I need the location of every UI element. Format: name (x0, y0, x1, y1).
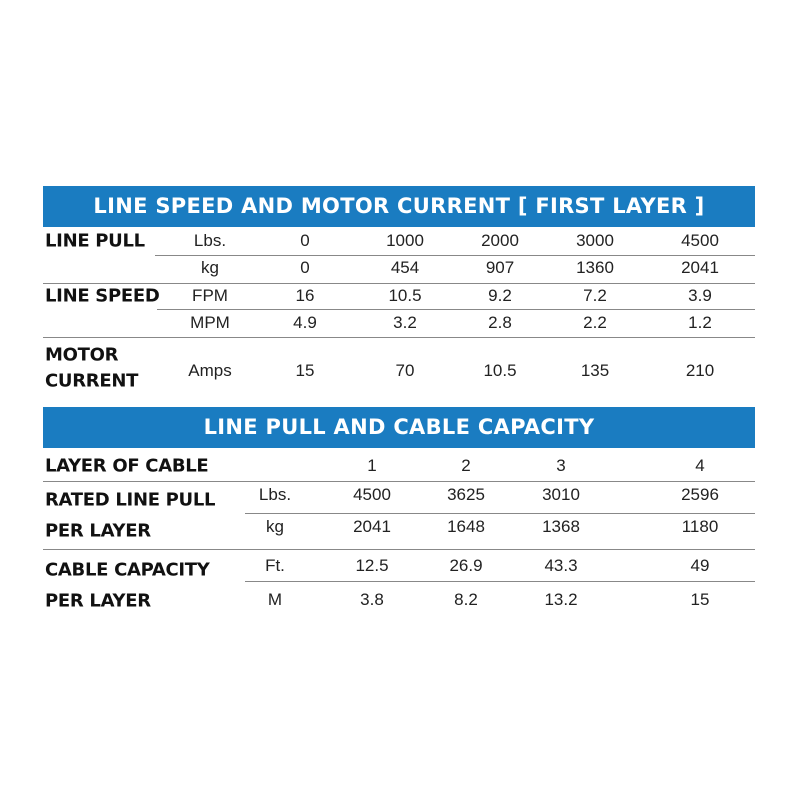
layer-number: 2 (461, 456, 471, 475)
value-cell: 1.2 (688, 313, 712, 332)
unit-cell: MPM (190, 313, 230, 332)
value-cell: 43.3 (544, 556, 578, 575)
value-cell: 1368 (542, 517, 580, 536)
row-label: LINE SPEED (45, 285, 160, 307)
value-cell: 26.9 (449, 556, 483, 575)
value-cell: 16 (295, 286, 315, 305)
unit-cell: Ft. (265, 556, 285, 575)
layer-number: 1 (367, 456, 377, 475)
unit-cell: kg (266, 517, 284, 536)
value-cell: 3.9 (688, 286, 712, 305)
value-cell: 3.8 (360, 590, 384, 609)
value-cell: 3000 (576, 231, 614, 250)
unit-cell: Lbs. (258, 485, 292, 504)
unit-cell: kg (201, 258, 219, 277)
value-cell: 4.9 (293, 313, 317, 332)
value-cell: 2041 (681, 258, 719, 277)
value-cell: 907 (485, 258, 515, 277)
table2-title: LINE PULL AND CABLE CAPACITY (43, 407, 755, 448)
row-label: RATED LINE PULL (45, 489, 216, 511)
value-cell: 2.2 (583, 313, 607, 332)
unit-cell: FPM (192, 286, 228, 305)
row-label: PER LAYER (45, 590, 151, 612)
value-cell: 7.2 (583, 286, 607, 305)
value-cell: 8.2 (454, 590, 478, 609)
value-cell: 4500 (681, 231, 719, 250)
value-cell: 15 (295, 361, 315, 380)
row-label: MOTOR (45, 344, 119, 366)
value-cell: 2596 (681, 485, 719, 504)
value-cell: 13.2 (544, 590, 578, 609)
unit-cell: Amps (188, 361, 232, 380)
value-cell: 3.2 (393, 313, 417, 332)
row-label: CABLE CAPACITY (45, 559, 210, 581)
row-divider (245, 581, 755, 582)
row-divider (155, 255, 755, 256)
table1-title: LINE SPEED AND MOTOR CURRENT [ FIRST LAY… (43, 186, 755, 227)
row-divider (157, 309, 755, 310)
row-divider (245, 513, 755, 514)
value-cell: 454 (390, 258, 420, 277)
unit-cell: Lbs. (193, 231, 227, 250)
layer-number: 3 (556, 456, 566, 475)
value-cell: 15 (690, 590, 710, 609)
value-cell: 10.5 (388, 286, 422, 305)
value-cell: 4500 (353, 485, 391, 504)
value-cell: 10.5 (483, 361, 517, 380)
value-cell: 2000 (481, 231, 519, 250)
header-label: LAYER OF CABLE (45, 455, 209, 477)
row-label: CURRENT (45, 370, 139, 392)
value-cell: 12.5 (355, 556, 389, 575)
row-label: PER LAYER (45, 520, 151, 542)
value-cell: 1648 (447, 517, 485, 536)
row-divider (43, 549, 755, 550)
value-cell: 210 (685, 361, 715, 380)
layer-number: 4 (695, 456, 705, 475)
row-divider (43, 337, 755, 338)
value-cell: 3010 (542, 485, 580, 504)
row-divider (43, 481, 755, 482)
row-divider (43, 283, 755, 284)
value-cell: 0 (300, 258, 310, 277)
value-cell: 0 (300, 231, 310, 250)
value-cell: 9.2 (488, 286, 512, 305)
value-cell: 2.8 (488, 313, 512, 332)
value-cell: 1360 (576, 258, 614, 277)
value-cell: 1000 (386, 231, 424, 250)
row-label: LINE PULL (45, 230, 145, 252)
value-cell: 3625 (447, 485, 485, 504)
value-cell: 70 (395, 361, 415, 380)
value-cell: 1180 (681, 517, 719, 536)
unit-cell: M (267, 590, 283, 609)
value-cell: 49 (690, 556, 710, 575)
value-cell: 135 (580, 361, 610, 380)
value-cell: 2041 (353, 517, 391, 536)
